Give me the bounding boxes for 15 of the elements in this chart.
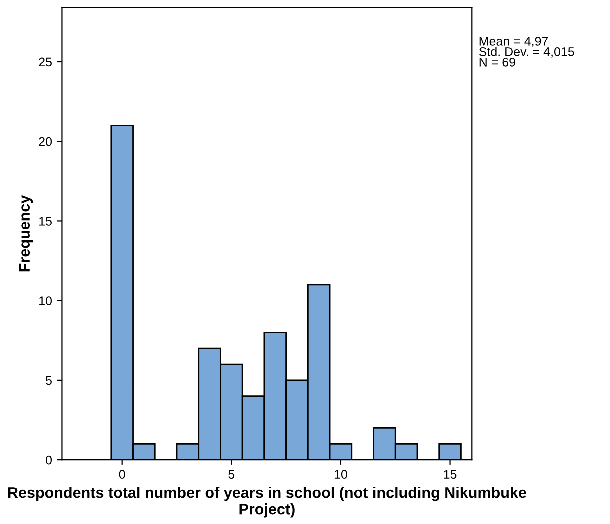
- y-axis-title: Frequency: [19, 195, 34, 272]
- y-tick-label: 10: [40, 296, 52, 306]
- x-axis-title: Respondents total number of years in school (not including Nikumbuke Project): [8, 487, 526, 518]
- x-tick-label: 5: [228, 470, 235, 479]
- x-tick-label: 10: [334, 470, 348, 479]
- y-tick-label: 25: [39, 58, 52, 67]
- x-tick-label: 15: [444, 470, 457, 479]
- y-tick-label: 15: [40, 217, 52, 226]
- text: N = 69: [480, 58, 516, 67]
- text: Mean = 4,97: [480, 37, 548, 48]
- y-tick-label: 20: [39, 137, 52, 146]
- y-tick-label: 0: [46, 456, 52, 465]
- y-tick-label: 5: [46, 376, 52, 386]
- text: Std. Dev. = 4,015: [479, 47, 574, 58]
- x-tick-label: 0: [119, 470, 126, 479]
